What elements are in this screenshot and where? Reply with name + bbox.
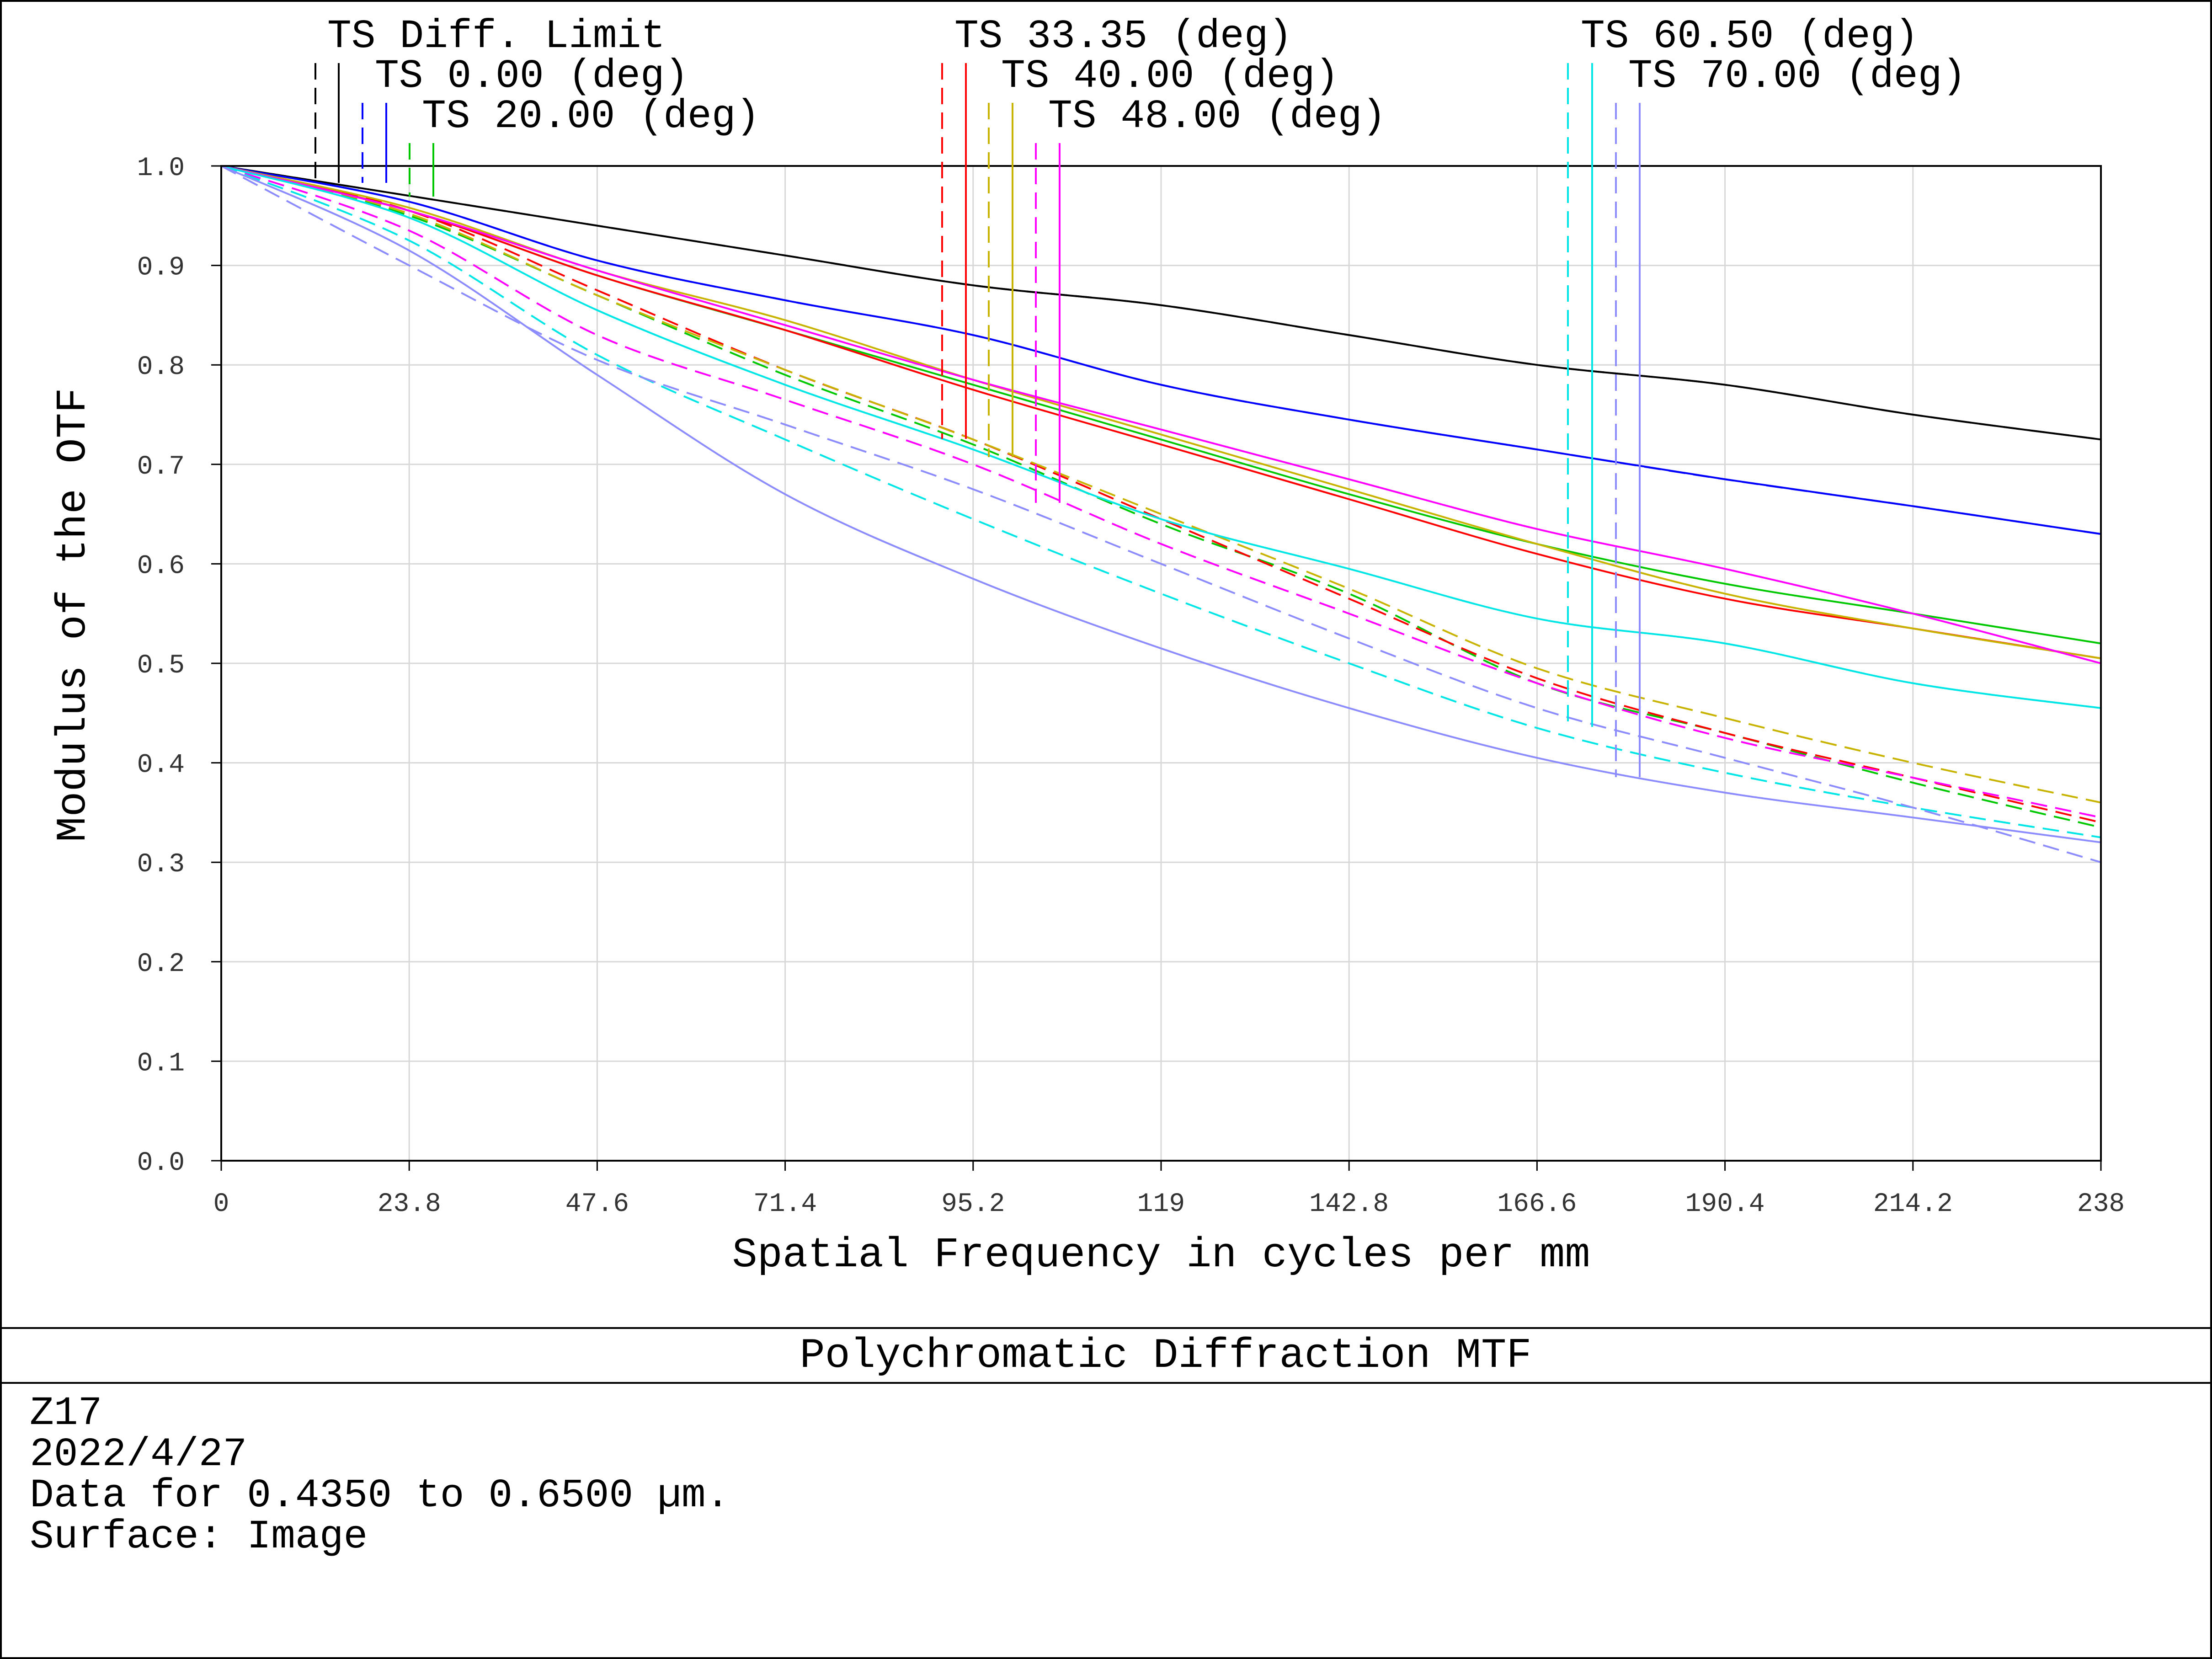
legend-label: TS 20.00 (deg) xyxy=(422,94,760,139)
legend-label: TS 0.00 (deg) xyxy=(375,54,689,99)
x-tick-label: 142.8 xyxy=(1309,1190,1389,1219)
legend-label: TS 33.35 (deg) xyxy=(954,14,1292,59)
series-lines xyxy=(221,165,2101,864)
x-tick-label: 71.4 xyxy=(753,1190,817,1219)
plot-frame xyxy=(220,165,2102,1162)
x-tick-label: 214.2 xyxy=(1873,1190,1953,1219)
series-line-sagittal xyxy=(221,165,2101,804)
series-line-sagittal xyxy=(221,165,2101,824)
info-line-wavelength: Data for 0.4350 to 0.6500 µm. xyxy=(30,1473,730,1519)
y-tick-label: 1.0 xyxy=(137,154,185,183)
y-tick-label: 0.6 xyxy=(137,551,185,581)
plot-area-border xyxy=(220,165,2102,1162)
y-tick-label: 0.7 xyxy=(137,452,185,482)
y-axis-label: Modulus of the OTF xyxy=(49,388,97,842)
y-tick-label: 0.2 xyxy=(137,950,185,979)
y-tick-label: 0.3 xyxy=(137,850,185,880)
series-line-sagittal xyxy=(221,165,2101,838)
y-tick-label: 0.1 xyxy=(137,1049,185,1078)
legend-label: TS 40.00 (deg) xyxy=(1001,54,1339,99)
series-line-tangential xyxy=(221,165,2101,709)
x-tick-label: 0 xyxy=(213,1190,229,1219)
x-axis-label: Spatial Frequency in cycles per mm xyxy=(732,1231,1590,1279)
x-tick-label: 166.6 xyxy=(1497,1190,1577,1219)
x-tick-label: 47.6 xyxy=(565,1190,629,1219)
y-tick-label: 0.0 xyxy=(137,1148,185,1178)
legend-label: TS 48.00 (deg) xyxy=(1048,94,1386,139)
info-line-lens: Z17 xyxy=(30,1391,102,1436)
x-tick-label: 238 xyxy=(2077,1190,2125,1219)
info-line-date: 2022/4/27 xyxy=(30,1432,247,1478)
y-tick-label: 0.4 xyxy=(137,751,185,780)
series-line-sagittal xyxy=(221,165,2101,441)
legend-label: TS 70.00 (deg) xyxy=(1628,54,1966,99)
tick-labels: 0 23.8 47.6 71.4 95.2 119 142.8 166.6 190.4 214.2… xyxy=(137,154,2125,1219)
x-tick-label: 190.4 xyxy=(1685,1190,1765,1219)
legend-label: TS Diff. Limit xyxy=(327,14,665,59)
info-line-surface: Surface: Image xyxy=(30,1515,368,1560)
y-tick-label: 0.9 xyxy=(137,253,185,283)
series-line-tangential xyxy=(221,165,2101,843)
legend-label: TS 60.50 (deg) xyxy=(1581,14,1919,59)
series-line-sagittal xyxy=(221,165,2101,535)
chart-title: Polychromatic Diffraction MTF xyxy=(800,1332,1531,1380)
series-line-tangential xyxy=(221,165,2101,664)
series-line-sagittal xyxy=(221,165,2101,864)
x-tick-label: 119 xyxy=(1137,1190,1185,1219)
y-tick-label: 0.5 xyxy=(137,651,185,681)
y-tick-label: 0.8 xyxy=(137,352,185,382)
x-tick-label: 23.8 xyxy=(378,1190,441,1219)
series-line-sagittal xyxy=(221,165,2101,819)
series-line-tangential xyxy=(221,165,2101,660)
x-tick-label: 95.2 xyxy=(941,1190,1005,1219)
